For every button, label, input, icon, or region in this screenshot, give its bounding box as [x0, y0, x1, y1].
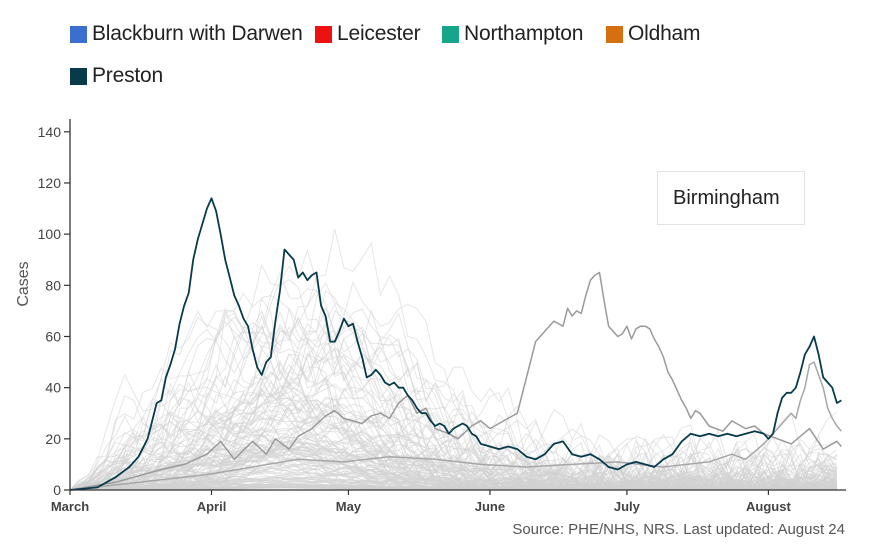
x-tick-label: March — [51, 499, 89, 514]
y-tick-label: 140 — [38, 124, 62, 140]
y-axis-title: Cases — [15, 261, 32, 306]
y-tick-label: 60 — [45, 328, 61, 344]
y-tick-label: 100 — [38, 226, 62, 242]
x-tick-label: July — [614, 499, 641, 514]
background-area-line — [69, 248, 838, 492]
legend-label-northampton: Northampton — [464, 22, 584, 45]
legend-swatch-oldham — [606, 25, 623, 43]
y-tick-label: 0 — [53, 482, 61, 498]
legend-item-leicester[interactable]: Leicester — [315, 22, 421, 46]
background-area-line — [70, 263, 838, 491]
legend-label-blackburn: Blackburn with Darwen — [92, 22, 303, 45]
background-area-line — [69, 402, 838, 491]
background-lines — [69, 229, 838, 492]
axes: 0 20 40 60 80 100 120 140 March April May June July A… — [38, 119, 846, 514]
highlight-lines — [69, 197, 842, 491]
y-tick-label: 120 — [38, 175, 62, 191]
legend-swatch-preston — [70, 67, 87, 85]
series-line-leicester — [69, 271, 842, 491]
series-line-preston — [69, 197, 842, 491]
x-tick-label: August — [746, 499, 791, 514]
source-note: Source: PHE/NHS, NRS. Last updated: Augu… — [512, 521, 845, 538]
x-tick-label: April — [197, 499, 227, 514]
legend-label-preston: Preston — [92, 64, 163, 87]
y-tick-label: 20 — [45, 431, 61, 447]
legend-item-preston[interactable]: Preston — [70, 64, 163, 88]
series-line-oldham — [69, 361, 842, 491]
y-tick-label: 40 — [45, 380, 61, 396]
background-area-line — [69, 418, 838, 491]
legend-item-oldham[interactable]: Oldham — [606, 22, 701, 46]
legend-label-leicester: Leicester — [337, 22, 421, 45]
y-tick-label: 80 — [45, 277, 61, 293]
legend-item-blackburn[interactable]: Blackburn with Darwen — [70, 22, 303, 46]
background-area-line — [70, 309, 838, 491]
legend-label-oldham: Oldham — [628, 22, 701, 45]
area-search-input[interactable]: Birmingham — [657, 171, 805, 225]
legend-swatch-blackburn — [70, 25, 87, 43]
x-tick-label: June — [475, 499, 505, 514]
legend-swatch-leicester — [315, 25, 332, 43]
background-area-line — [69, 306, 837, 492]
legend-swatch-northampton — [442, 25, 459, 43]
x-tick-label: May — [336, 499, 362, 514]
area-search-value: Birmingham — [673, 186, 780, 209]
background-area-line — [69, 435, 837, 491]
legend-item-northampton[interactable]: Northampton — [442, 22, 583, 46]
